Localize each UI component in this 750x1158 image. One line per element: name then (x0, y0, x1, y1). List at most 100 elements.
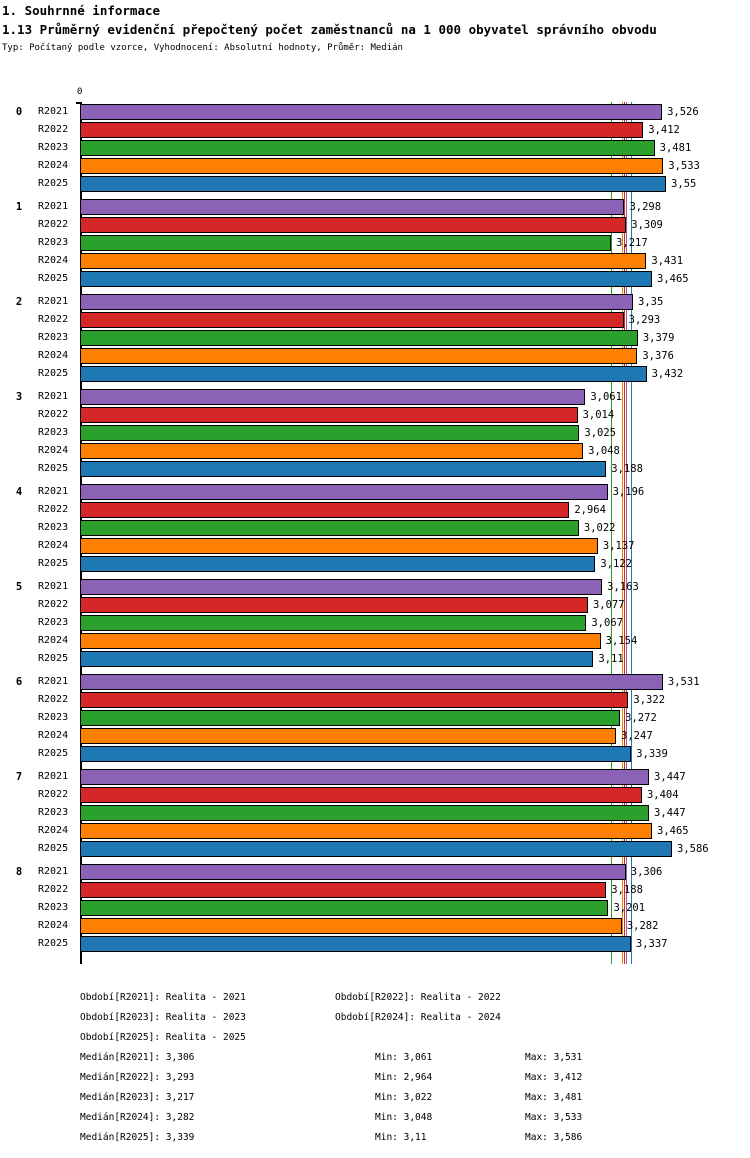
row-label-7-R2025: R2025 (38, 843, 69, 854)
bar-7-R2021[interactable] (80, 769, 650, 785)
bar-1-R2024[interactable] (80, 253, 647, 269)
value-label-5-R2024: 3,154 (605, 635, 638, 647)
value-label-0-R2021: 3,526 (667, 106, 699, 118)
value-label-3-R2024: 3,048 (588, 445, 620, 457)
legend-period-row: Období[R2025]: Realita - 2025 (0, 1028, 750, 1048)
bar-0-R2025[interactable] (80, 176, 667, 192)
bar-8-R2022[interactable] (80, 882, 607, 898)
value-label-2-R2023: 3,379 (642, 332, 675, 344)
row-label-1-R2022: R2022 (38, 219, 69, 230)
group-label-3: 3 (15, 391, 23, 403)
bar-7-R2024[interactable] (80, 823, 653, 839)
bar-5-R2025[interactable] (80, 651, 594, 667)
bar-7-R2023[interactable] (80, 805, 650, 821)
group-label-7: 7 (15, 771, 23, 783)
value-label-8-R2022: 3,188 (611, 884, 643, 896)
stat-max-1: Max: 3,412 (525, 1072, 583, 1083)
row-label-7-R2021: R2021 (38, 771, 69, 782)
bar-0-R2023[interactable] (80, 140, 655, 156)
value-label-4-R2025: 3,122 (600, 558, 632, 570)
bar-2-R2024[interactable] (80, 348, 638, 364)
value-label-3-R2021: 3,061 (590, 391, 622, 403)
value-label-7-R2021: 3,447 (654, 771, 686, 783)
bar-0-R2021[interactable] (80, 104, 663, 120)
legend-period-2: Období[R2023]: Realita - 2023 (80, 1012, 246, 1023)
row-label-6-R2023: R2023 (38, 712, 69, 723)
bar-0-R2022[interactable] (80, 122, 644, 138)
bar-7-R2022[interactable] (80, 787, 642, 803)
bar-7-R2025[interactable] (80, 841, 672, 857)
row-label-8-R2023: R2023 (38, 902, 69, 913)
row-label-6-R2022: R2022 (38, 694, 69, 705)
legend-stats-row: Medián[R2021]: 3,306 Min: 3,061 Max: 3,5… (0, 1048, 750, 1068)
bar-4-R2025[interactable] (80, 556, 596, 572)
row-label-8-R2022: R2022 (38, 884, 69, 895)
value-label-7-R2023: 3,447 (654, 807, 686, 819)
value-label-0-R2022: 3,412 (648, 124, 680, 136)
row-label-0-R2021: R2021 (38, 106, 69, 117)
bar-8-R2023[interactable] (80, 900, 609, 916)
stat-min-4: Min: 3,11 (375, 1132, 427, 1143)
row-label-7-R2024: R2024 (38, 825, 69, 836)
bar-1-R2021[interactable] (80, 199, 625, 215)
bar-3-R2023[interactable] (80, 425, 580, 441)
chart-subtitle: Typ: Počítaný podle vzorce, Vyhodnocení:… (2, 43, 403, 53)
bar-6-R2022[interactable] (80, 692, 629, 708)
bar-4-R2024[interactable] (80, 538, 598, 554)
row-label-4-R2025: R2025 (38, 558, 69, 569)
value-label-0-R2024: 3,533 (668, 160, 700, 172)
row-label-3-R2024: R2024 (38, 445, 69, 456)
value-label-1-R2023: 3,217 (616, 237, 648, 249)
bar-5-R2021[interactable] (80, 579, 603, 595)
bar-0-R2024[interactable] (80, 158, 664, 174)
value-label-6-R2023: 3,272 (625, 712, 657, 724)
value-label-1-R2022: 3,309 (631, 219, 663, 231)
bar-8-R2025[interactable] (80, 936, 631, 952)
bar-4-R2021[interactable] (80, 484, 608, 500)
value-label-8-R2023: 3,201 (613, 902, 646, 914)
legend-period-row: Období[R2021]: Realita - 2021 Období[R20… (0, 988, 750, 1008)
bar-2-R2023[interactable] (80, 330, 638, 346)
value-label-4-R2023: 3,022 (583, 522, 616, 534)
row-label-3-R2022: R2022 (38, 409, 69, 420)
bar-6-R2024[interactable] (80, 728, 617, 744)
bar-8-R2024[interactable] (80, 918, 622, 934)
bar-1-R2022[interactable] (80, 217, 627, 233)
bar-6-R2023[interactable] (80, 710, 621, 726)
bar-6-R2025[interactable] (80, 746, 632, 762)
bar-1-R2025[interactable] (80, 271, 653, 287)
row-label-2-R2023: R2023 (38, 332, 69, 343)
row-label-1-R2024: R2024 (38, 255, 69, 266)
bar-5-R2023[interactable] (80, 615, 587, 631)
bar-2-R2021[interactable] (80, 294, 634, 310)
value-label-7-R2025: 3,586 (677, 843, 709, 855)
row-label-4-R2021: R2021 (38, 486, 69, 497)
row-label-5-R2025: R2025 (38, 653, 69, 664)
bar-5-R2022[interactable] (80, 597, 588, 613)
bar-3-R2025[interactable] (80, 461, 607, 477)
bar-6-R2021[interactable] (80, 674, 663, 690)
bar-2-R2025[interactable] (80, 366, 647, 382)
value-label-4-R2024: 3,137 (602, 540, 635, 552)
legend-stats-row: Medián[R2022]: 3,293 Min: 2,964 Max: 3,4… (0, 1068, 750, 1088)
axis-zero-tick-label: 0 (77, 87, 83, 97)
row-label-8-R2025: R2025 (38, 938, 69, 949)
median-line-R2024 (621, 102, 623, 964)
row-label-7-R2022: R2022 (38, 789, 69, 800)
bar-4-R2022[interactable] (80, 502, 570, 518)
bar-5-R2024[interactable] (80, 633, 601, 649)
bar-chart-plot: 0 0 R2021 3,526 R2022 3,412 R2023 3,481 R2024 3,… (0, 88, 750, 976)
value-label-4-R2021: 3,196 (612, 486, 645, 498)
legend-period-1: Období[R2022]: Realita - 2022 (335, 992, 501, 1003)
bar-8-R2021[interactable] (80, 864, 626, 880)
value-label-1-R2025: 3,465 (657, 273, 689, 285)
bar-2-R2022[interactable] (80, 312, 624, 328)
value-label-7-R2024: 3,465 (657, 825, 689, 837)
row-label-8-R2024: R2024 (38, 920, 69, 931)
bar-3-R2021[interactable] (80, 389, 586, 405)
stat-min-2: Min: 3,022 (375, 1092, 433, 1103)
bar-3-R2024[interactable] (80, 443, 584, 459)
bar-4-R2023[interactable] (80, 520, 579, 536)
bar-3-R2022[interactable] (80, 407, 578, 423)
bar-1-R2023[interactable] (80, 235, 612, 251)
